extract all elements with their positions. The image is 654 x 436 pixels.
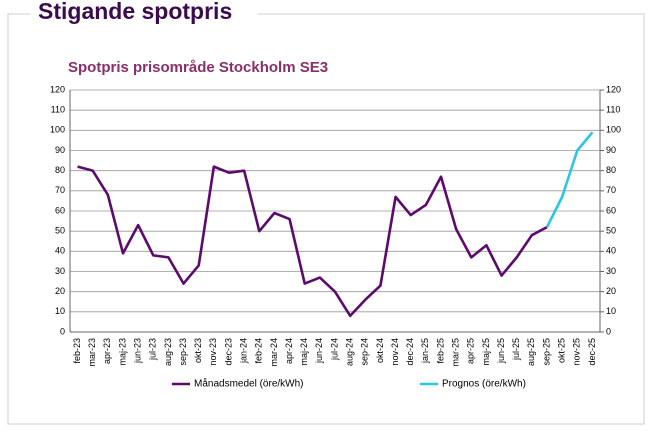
x-tick-label: aug-25 bbox=[526, 338, 536, 366]
x-tick-label: feb-25 bbox=[435, 338, 445, 364]
x-tick-label: sep-23 bbox=[178, 338, 188, 366]
y-tick-label: 30 bbox=[55, 266, 65, 276]
legend-label: Prognos (öre/kWh) bbox=[442, 379, 526, 390]
y2-tick-label: 90 bbox=[606, 145, 616, 155]
x-tick-label: feb-23 bbox=[72, 338, 82, 364]
x-tick-label: apr-25 bbox=[466, 338, 476, 364]
x-tick-label: jan-24 bbox=[239, 338, 249, 364]
x-tick-label: okt-24 bbox=[375, 338, 385, 363]
x-tick-label: mar-24 bbox=[269, 338, 279, 367]
x-tick-label: sep-25 bbox=[541, 338, 551, 366]
y2-tick-label: 60 bbox=[606, 205, 616, 215]
y2-tick-label: 10 bbox=[606, 306, 616, 316]
x-tick-label: mar-25 bbox=[451, 338, 461, 367]
x-tick-label: jun-24 bbox=[314, 338, 324, 364]
x-tick-label: dec-25 bbox=[587, 338, 597, 366]
x-tick-label: jun-25 bbox=[496, 338, 506, 364]
chart-title: Stigande spotpris bbox=[38, 0, 232, 24]
x-tick-label: aug-24 bbox=[345, 338, 355, 366]
y-tick-label: 10 bbox=[55, 306, 65, 316]
x-tick-label: mar-23 bbox=[87, 338, 97, 367]
x-tick-label: jul-23 bbox=[148, 338, 158, 361]
y-tick-label: 80 bbox=[55, 165, 65, 175]
x-tick-label: feb-24 bbox=[254, 338, 264, 364]
y2-tick-label: 50 bbox=[606, 226, 616, 236]
x-tick-label: dec-24 bbox=[405, 338, 415, 366]
y2-tick-label: 30 bbox=[606, 266, 616, 276]
x-tick-label: apr-24 bbox=[284, 338, 294, 364]
y-tick-label: 100 bbox=[50, 125, 65, 135]
y-tick-label: 0 bbox=[60, 326, 65, 336]
x-tick-label: jan-25 bbox=[420, 338, 430, 364]
x-tick-label: nov-23 bbox=[208, 338, 218, 366]
legend-label: Månadsmedel (öre/kWh) bbox=[194, 378, 303, 390]
y-tick-label: 40 bbox=[55, 246, 65, 256]
x-tick-label: maj-25 bbox=[481, 338, 491, 366]
y2-tick-label: 80 bbox=[606, 165, 616, 175]
y2-tick-label: 110 bbox=[606, 105, 620, 115]
x-tick-label: dec-23 bbox=[223, 338, 233, 366]
x-tick-label: nov-25 bbox=[572, 338, 582, 366]
x-tick-label: sep-24 bbox=[360, 338, 370, 366]
x-tick-label: nov-24 bbox=[390, 338, 400, 366]
x-tick-label: apr-23 bbox=[102, 338, 112, 364]
y-tick-label: 70 bbox=[55, 185, 65, 195]
y-tick-label: 50 bbox=[55, 226, 65, 236]
chart-subtitle: Spotpris prisområde Stockholm SE3 bbox=[68, 59, 328, 76]
series-line bbox=[545, 131, 594, 228]
y2-tick-label: 70 bbox=[606, 185, 616, 195]
x-tick-label: jul-24 bbox=[329, 338, 339, 361]
x-tick-label: okt-23 bbox=[193, 338, 203, 363]
y-tick-label: 60 bbox=[55, 205, 65, 215]
y-tick-label: 110 bbox=[51, 105, 65, 115]
y2-tick-label: 20 bbox=[606, 286, 616, 296]
x-tick-label: maj-23 bbox=[117, 338, 127, 366]
frame bbox=[7, 13, 645, 425]
y-tick-label: 20 bbox=[55, 286, 65, 296]
x-tick-label: okt-25 bbox=[557, 338, 567, 363]
x-tick-label: jul-25 bbox=[511, 338, 521, 361]
x-tick-label: aug-23 bbox=[163, 338, 173, 366]
series-line bbox=[77, 165, 548, 318]
y2-tick-label: 0 bbox=[606, 326, 611, 336]
x-tick-label: maj-24 bbox=[299, 338, 309, 366]
title-background bbox=[30, 0, 258, 28]
y2-tick-label: 40 bbox=[606, 246, 616, 256]
y-tick-label: 90 bbox=[55, 145, 65, 155]
y2-tick-label: 120 bbox=[606, 84, 621, 94]
y-tick-label: 120 bbox=[50, 84, 65, 94]
x-tick-label: jun-23 bbox=[133, 338, 143, 364]
y2-tick-label: 100 bbox=[606, 125, 621, 135]
